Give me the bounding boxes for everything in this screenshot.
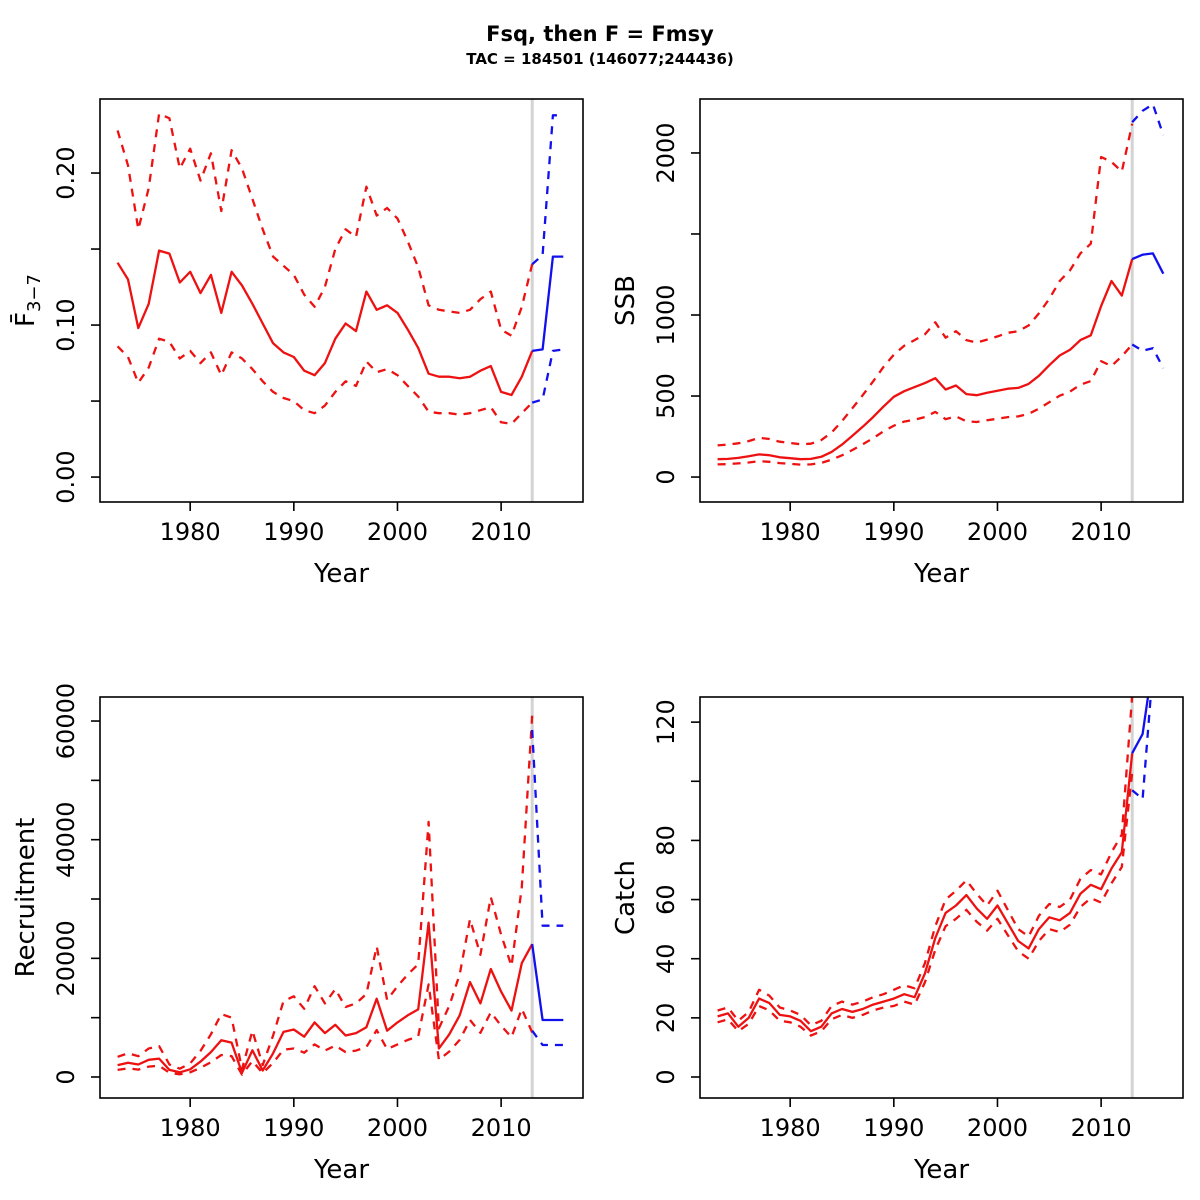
y-axis-label: SSB [611,275,641,326]
fbar-series [116,112,564,426]
recruitment-series [117,715,564,1076]
y-tick-label: 0.20 [52,146,80,199]
catch-proj-upper-ci-line [1132,628,1163,696]
panel-fbar: 1980 1990 2000 2010 0.00 0.10 0.20 Year F̄3−7 [9,98,584,589]
y-tick-label: 0 [652,1069,680,1084]
recruitment-proj-median-line [531,943,564,1022]
x-tick-label: 2000 [367,1114,428,1142]
x-tick-label: 1990 [863,1114,924,1142]
fbar-hist-median-line [116,249,534,397]
catch-proj-lower-ci-line [1131,697,1152,801]
y-tick-label: 0 [652,469,680,484]
ssb-series [717,103,1165,466]
panel-recruitment: 1980 1990 2000 2010 0 20000 40000 60000 Year Recr… [11,683,584,1185]
catch-hist-lower-ci-line [717,772,1134,1037]
catch-proj-median-line [1131,697,1150,754]
y-tick-label: 2000 [652,122,680,183]
y-tick-label: 40 [652,943,680,974]
plot-border [99,98,584,503]
ssb-proj-upper-ci-line [1131,103,1165,136]
plot-border [99,696,584,1099]
recruitment-hist-median-line [117,921,534,1074]
x-tick-label: 2000 [967,1114,1028,1142]
ssb-hist-lower-ci-line [717,343,1134,466]
y-tick-label: 80 [652,825,680,856]
y-tick-label: 60 [652,884,680,915]
x-tick-label: 1980 [160,1114,221,1142]
y-axis-label: Catch [611,860,641,935]
x-tick-label: 2010 [471,518,532,546]
ssb-proj-median-line [1131,252,1165,275]
plot-border [699,98,1184,503]
x-axis-label: Year [913,559,969,589]
x-tick-label: 2000 [367,518,428,546]
fbar-hist-lower-ci-line [116,337,534,426]
x-tick-label: 1990 [263,518,324,546]
x-axis-label: Year [913,1155,969,1185]
y-tick-label: 60000 [52,683,80,759]
x-tick-label: 1980 [760,1114,821,1142]
fbar-proj-lower-ci-line [531,348,564,404]
y-axis-label: Recruitment [11,818,41,978]
catch-hist-upper-ci-line [717,697,1134,1027]
x-tick-label: 2000 [967,518,1028,546]
x-tick-label: 1990 [863,518,924,546]
fbar-hist-upper-ci-line [116,112,534,337]
y-tick-label: 500 [652,373,680,419]
figure-subtitle: TAC = 184501 (146077;244436) [466,50,734,68]
recruitment-proj-upper-ci-line [531,729,564,927]
y-tick-label: 20 [652,1003,680,1034]
y-axis-label: F̄3−7 [9,274,45,327]
y-tick-label: 0.00 [52,450,80,503]
recruitment-hist-upper-ci-line [117,715,534,1071]
x-tick-label: 1980 [760,518,821,546]
recruitment-proj-lower-ci-line [531,1030,564,1047]
x-tick-label: 1980 [160,518,221,546]
fbar-proj-upper-ci-line [531,114,564,266]
x-tick-label: 1990 [263,1114,324,1142]
ssb-hist-upper-ci-line [717,123,1134,447]
y-tick-label: 40000 [52,802,80,878]
catch-hist-median-line [717,753,1134,1033]
x-tick-label: 2010 [471,1114,532,1142]
ssb-hist-median-line [717,258,1134,461]
y-tick-label: 20000 [52,920,80,996]
recruitment-hist-lower-ci-line [117,983,534,1076]
panel-ssb: 1980 1990 2000 2010 0 500 1000 2000 Year SSB [611,98,1184,589]
x-tick-label: 2010 [1071,1114,1132,1142]
figure-title: Fsq, then F = Fmsy [486,22,714,46]
y-tick-label: 1000 [652,284,680,345]
catch-series [717,628,1163,1037]
y-tick-label: 120 [652,699,680,745]
plot-border [699,696,1184,1099]
x-axis-label: Year [313,1155,369,1185]
x-tick-label: 2010 [1071,518,1132,546]
y-tick-label: 0 [52,1069,80,1084]
fbar-proj-median-line [532,255,564,353]
y-tick-label: 0.10 [52,298,80,351]
ssb-proj-lower-ci-line [1131,343,1165,369]
panel-catch: 1980 1990 2000 2010 0 20 40 60 80 120 Year Catch [611,628,1184,1185]
x-axis-label: Year [313,559,369,589]
